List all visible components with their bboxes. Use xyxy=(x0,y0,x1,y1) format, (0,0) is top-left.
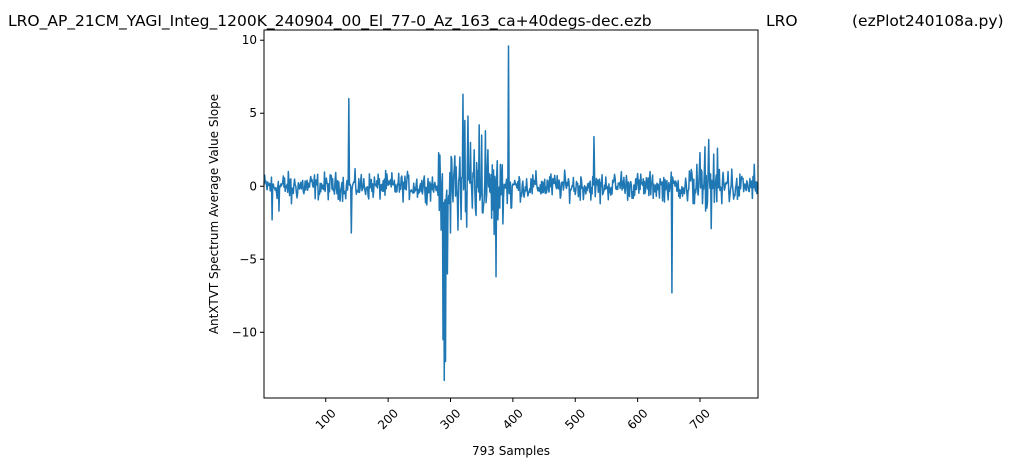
y-tick-label: 10 xyxy=(242,33,257,47)
x-tick-label: 500 xyxy=(562,406,588,432)
x-tick-label: 400 xyxy=(500,406,526,432)
y-axis-label: AntXTVT Spectrum Average Value Slope xyxy=(207,94,221,334)
x-tick-label: 300 xyxy=(437,406,463,432)
y-tick-label: −10 xyxy=(232,325,257,339)
y-tick-label: 0 xyxy=(249,179,257,193)
chart-title-file: LRO_AP_21CM_YAGI_Integ_1200K_240904_00_E… xyxy=(8,12,652,31)
plot-area xyxy=(263,29,759,399)
plot-frame xyxy=(263,29,759,399)
y-tick-label: 5 xyxy=(249,106,257,120)
series-line xyxy=(263,45,759,382)
x-tick-label: 700 xyxy=(687,406,713,432)
x-tick-label: 600 xyxy=(625,406,651,432)
y-axis: 10 5 0 −5 −10 xyxy=(232,33,264,339)
series-layer xyxy=(263,45,759,382)
chart-title-site: LRO xyxy=(766,12,798,30)
chart-title-script: (ezPlot240108a.py) xyxy=(852,12,1004,30)
y-tick-label: −5 xyxy=(239,252,257,266)
x-axis: 100 200 300 400 500 600 700 xyxy=(313,398,713,432)
x-axis-label: 793 Samples xyxy=(472,444,550,458)
x-tick-label: 200 xyxy=(375,406,401,432)
x-tick-label: 100 xyxy=(313,406,339,432)
